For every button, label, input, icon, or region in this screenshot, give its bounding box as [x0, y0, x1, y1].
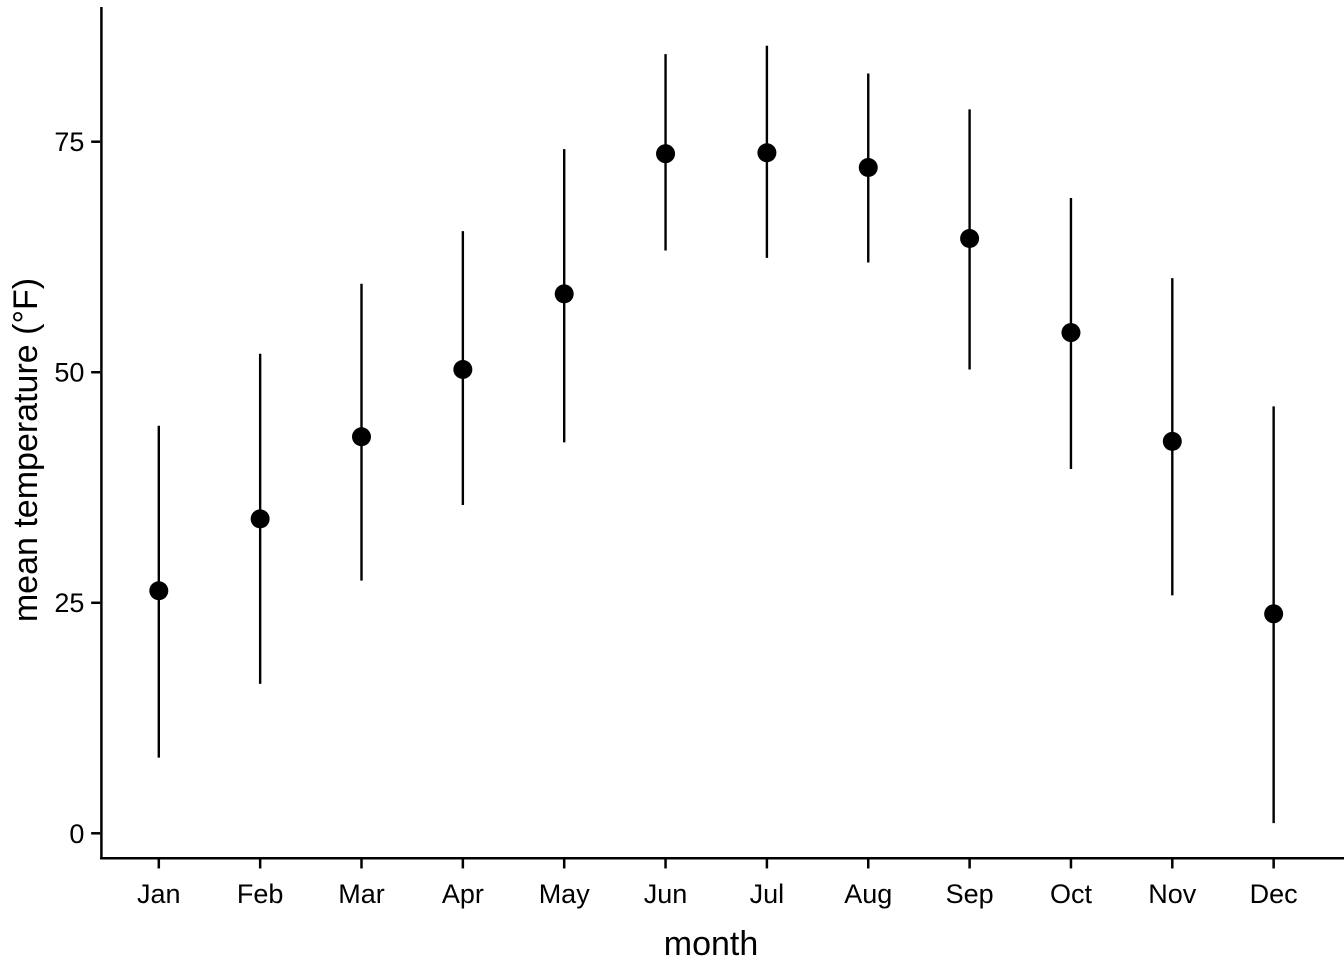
- x-tick-label-sep: Sep: [946, 879, 994, 909]
- y-tick-label: 75: [54, 127, 84, 157]
- x-tick-label-feb: Feb: [237, 879, 284, 909]
- data-point-may: [554, 284, 574, 304]
- y-axis-title: mean temperature (°F): [7, 277, 45, 623]
- x-tick-label-nov: Nov: [1148, 879, 1197, 909]
- y-tick-label: 0: [69, 819, 84, 849]
- data-point-sep: [960, 229, 980, 249]
- y-tick-label: 25: [54, 588, 84, 618]
- data-point-apr: [453, 359, 473, 379]
- data-point-feb: [250, 509, 270, 529]
- x-tick-label-jun: Jun: [644, 879, 688, 909]
- x-tick-label-apr: Apr: [442, 879, 484, 909]
- data-point-jun: [656, 144, 676, 164]
- x-axis-title: month: [663, 925, 759, 960]
- data-point-jul: [757, 143, 777, 163]
- x-tick-label-oct: Oct: [1050, 879, 1093, 909]
- data-point-oct: [1061, 323, 1081, 343]
- data-point-mar: [352, 427, 371, 447]
- x-tick-label-jul: Jul: [750, 879, 785, 909]
- x-tick-label-dec: Dec: [1250, 879, 1298, 909]
- data-point-jan: [149, 581, 169, 601]
- x-tick-label-jan: Jan: [137, 879, 181, 909]
- x-tick-label-may: May: [539, 879, 591, 909]
- y-tick-label: 50: [54, 358, 84, 388]
- x-tick-label-mar: Mar: [338, 879, 385, 909]
- x-tick-label-aug: Aug: [844, 879, 892, 909]
- data-point-aug: [858, 158, 878, 178]
- data-point-dec: [1264, 604, 1284, 624]
- data-point-nov: [1162, 431, 1182, 451]
